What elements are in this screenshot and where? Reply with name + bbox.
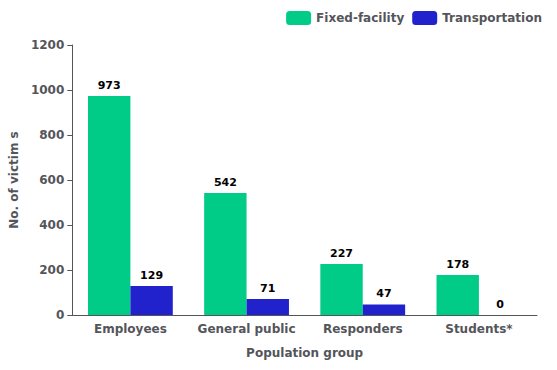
svg-text:General public: General public [198, 322, 296, 336]
svg-text:200: 200 [39, 263, 64, 277]
svg-text:Responders: Responders [323, 322, 403, 336]
svg-text:542: 542 [214, 176, 237, 189]
svg-text:No. of victim s: No. of victim s [7, 131, 21, 228]
svg-text:129: 129 [140, 269, 163, 282]
svg-text:227: 227 [330, 247, 353, 260]
svg-text:400: 400 [39, 218, 64, 232]
svg-text:0: 0 [496, 298, 504, 311]
svg-text:973: 973 [98, 79, 121, 92]
svg-text:600: 600 [39, 173, 64, 187]
svg-text:1000: 1000 [31, 83, 64, 97]
svg-text:Employees: Employees [94, 322, 167, 336]
svg-text:Transportation: Transportation [442, 11, 542, 25]
svg-text:47: 47 [376, 287, 391, 300]
svg-text:0: 0 [56, 308, 64, 322]
svg-text:71: 71 [260, 282, 275, 295]
svg-text:Population group: Population group [246, 346, 363, 360]
svg-text:800: 800 [39, 128, 64, 142]
svg-text:Fixed-facility: Fixed-facility [316, 11, 404, 25]
svg-text:178: 178 [446, 258, 469, 271]
svg-text:Students*: Students* [445, 322, 513, 336]
svg-text:1200: 1200 [31, 38, 64, 52]
